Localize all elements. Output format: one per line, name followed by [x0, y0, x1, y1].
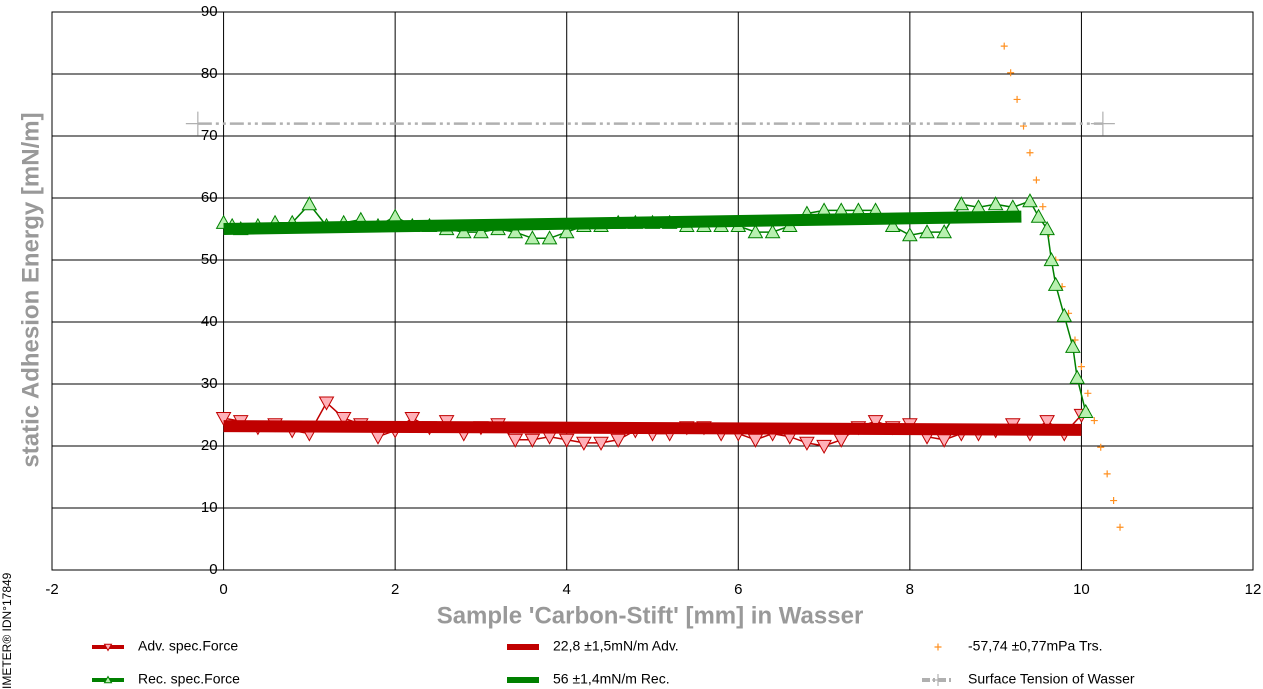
point — [473, 224, 489, 239]
point — [1069, 369, 1085, 384]
point — [1110, 497, 1118, 505]
point — [185, 111, 210, 136]
point — [541, 230, 558, 245]
point — [455, 224, 472, 239]
point — [1090, 417, 1098, 425]
fit-line — [223, 420, 1082, 436]
y-tick-label: 50 — [201, 251, 218, 268]
y-tick-label: 70 — [201, 127, 218, 144]
point — [936, 224, 953, 239]
legend-text: Rec. spec.Force — [138, 671, 240, 687]
point — [576, 436, 592, 451]
y-tick-label: 20 — [201, 437, 218, 454]
x-tick-label: 6 — [734, 581, 742, 598]
point — [507, 224, 524, 239]
point — [1116, 523, 1124, 531]
watermark: IMETER® IDN°17849 — [0, 572, 14, 689]
x-tick-label: -2 — [45, 581, 58, 598]
legend-text: Adv. spec.Force — [138, 638, 238, 654]
point — [1047, 276, 1064, 291]
point — [558, 433, 575, 448]
point — [884, 217, 901, 232]
point — [816, 439, 832, 455]
legend-text: 22,8 ±1,5mN/m Adv. — [553, 638, 679, 654]
point — [1090, 111, 1115, 136]
y-tick-label: 0 — [209, 561, 217, 578]
fit-line — [223, 210, 1022, 235]
point — [610, 433, 627, 448]
point — [867, 415, 884, 430]
x-tick-label: 0 — [219, 581, 227, 598]
y-tick-label: 60 — [201, 189, 218, 206]
point — [1077, 363, 1085, 371]
point — [1013, 95, 1021, 103]
legend-text: Surface Tension of Wasser — [968, 671, 1135, 687]
point — [524, 230, 541, 245]
y-tick-label: 30 — [201, 375, 218, 392]
point — [1103, 470, 1111, 478]
legend-marker — [103, 643, 113, 652]
x-axis-title: Sample 'Carbon-Stift' [mm] in Wasser — [437, 602, 864, 629]
point — [1022, 193, 1038, 208]
point — [558, 224, 575, 239]
point — [987, 196, 1004, 211]
point — [1007, 69, 1015, 77]
point — [1039, 203, 1047, 211]
legend-marker — [103, 675, 113, 684]
legend-text: 56 ±1,4mN/m Rec. — [553, 671, 670, 687]
x-tick-label: 2 — [391, 581, 399, 598]
x-tick-label: 4 — [563, 581, 571, 598]
y-tick-label: 10 — [201, 499, 218, 516]
y-axis-title: static Adhesion Energy [mN/m] — [17, 112, 44, 467]
point — [301, 196, 318, 211]
point — [1039, 220, 1055, 236]
point — [1097, 443, 1105, 451]
point — [1039, 415, 1055, 430]
point — [335, 412, 352, 427]
x-tick-label: 10 — [1073, 581, 1090, 598]
point — [524, 433, 541, 448]
legend-marker — [934, 643, 942, 651]
point — [1032, 176, 1040, 184]
x-tick-label: 12 — [1245, 581, 1262, 598]
point — [593, 436, 609, 451]
point — [318, 396, 335, 411]
point — [1077, 403, 1094, 418]
point — [1065, 338, 1081, 353]
point — [1030, 208, 1047, 223]
point — [1000, 42, 1008, 50]
point — [799, 436, 815, 451]
point — [902, 227, 918, 242]
point — [764, 224, 781, 239]
point — [404, 412, 421, 427]
point — [1084, 389, 1092, 397]
x-tick-label: 8 — [906, 581, 914, 598]
point — [507, 433, 524, 448]
y-tick-label: 40 — [201, 313, 218, 330]
point — [1043, 251, 1060, 267]
plot-area — [51, 11, 1254, 571]
legend-marker — [932, 674, 944, 686]
point — [919, 224, 935, 239]
point — [1056, 307, 1073, 322]
point — [215, 412, 232, 427]
legend-text: -57,74 ±0,77mPa Trs. — [968, 638, 1103, 654]
point — [953, 196, 970, 211]
y-tick-label: 80 — [201, 65, 218, 82]
y-tick-label: 90 — [201, 3, 218, 20]
point — [1026, 149, 1034, 157]
point — [747, 224, 764, 239]
